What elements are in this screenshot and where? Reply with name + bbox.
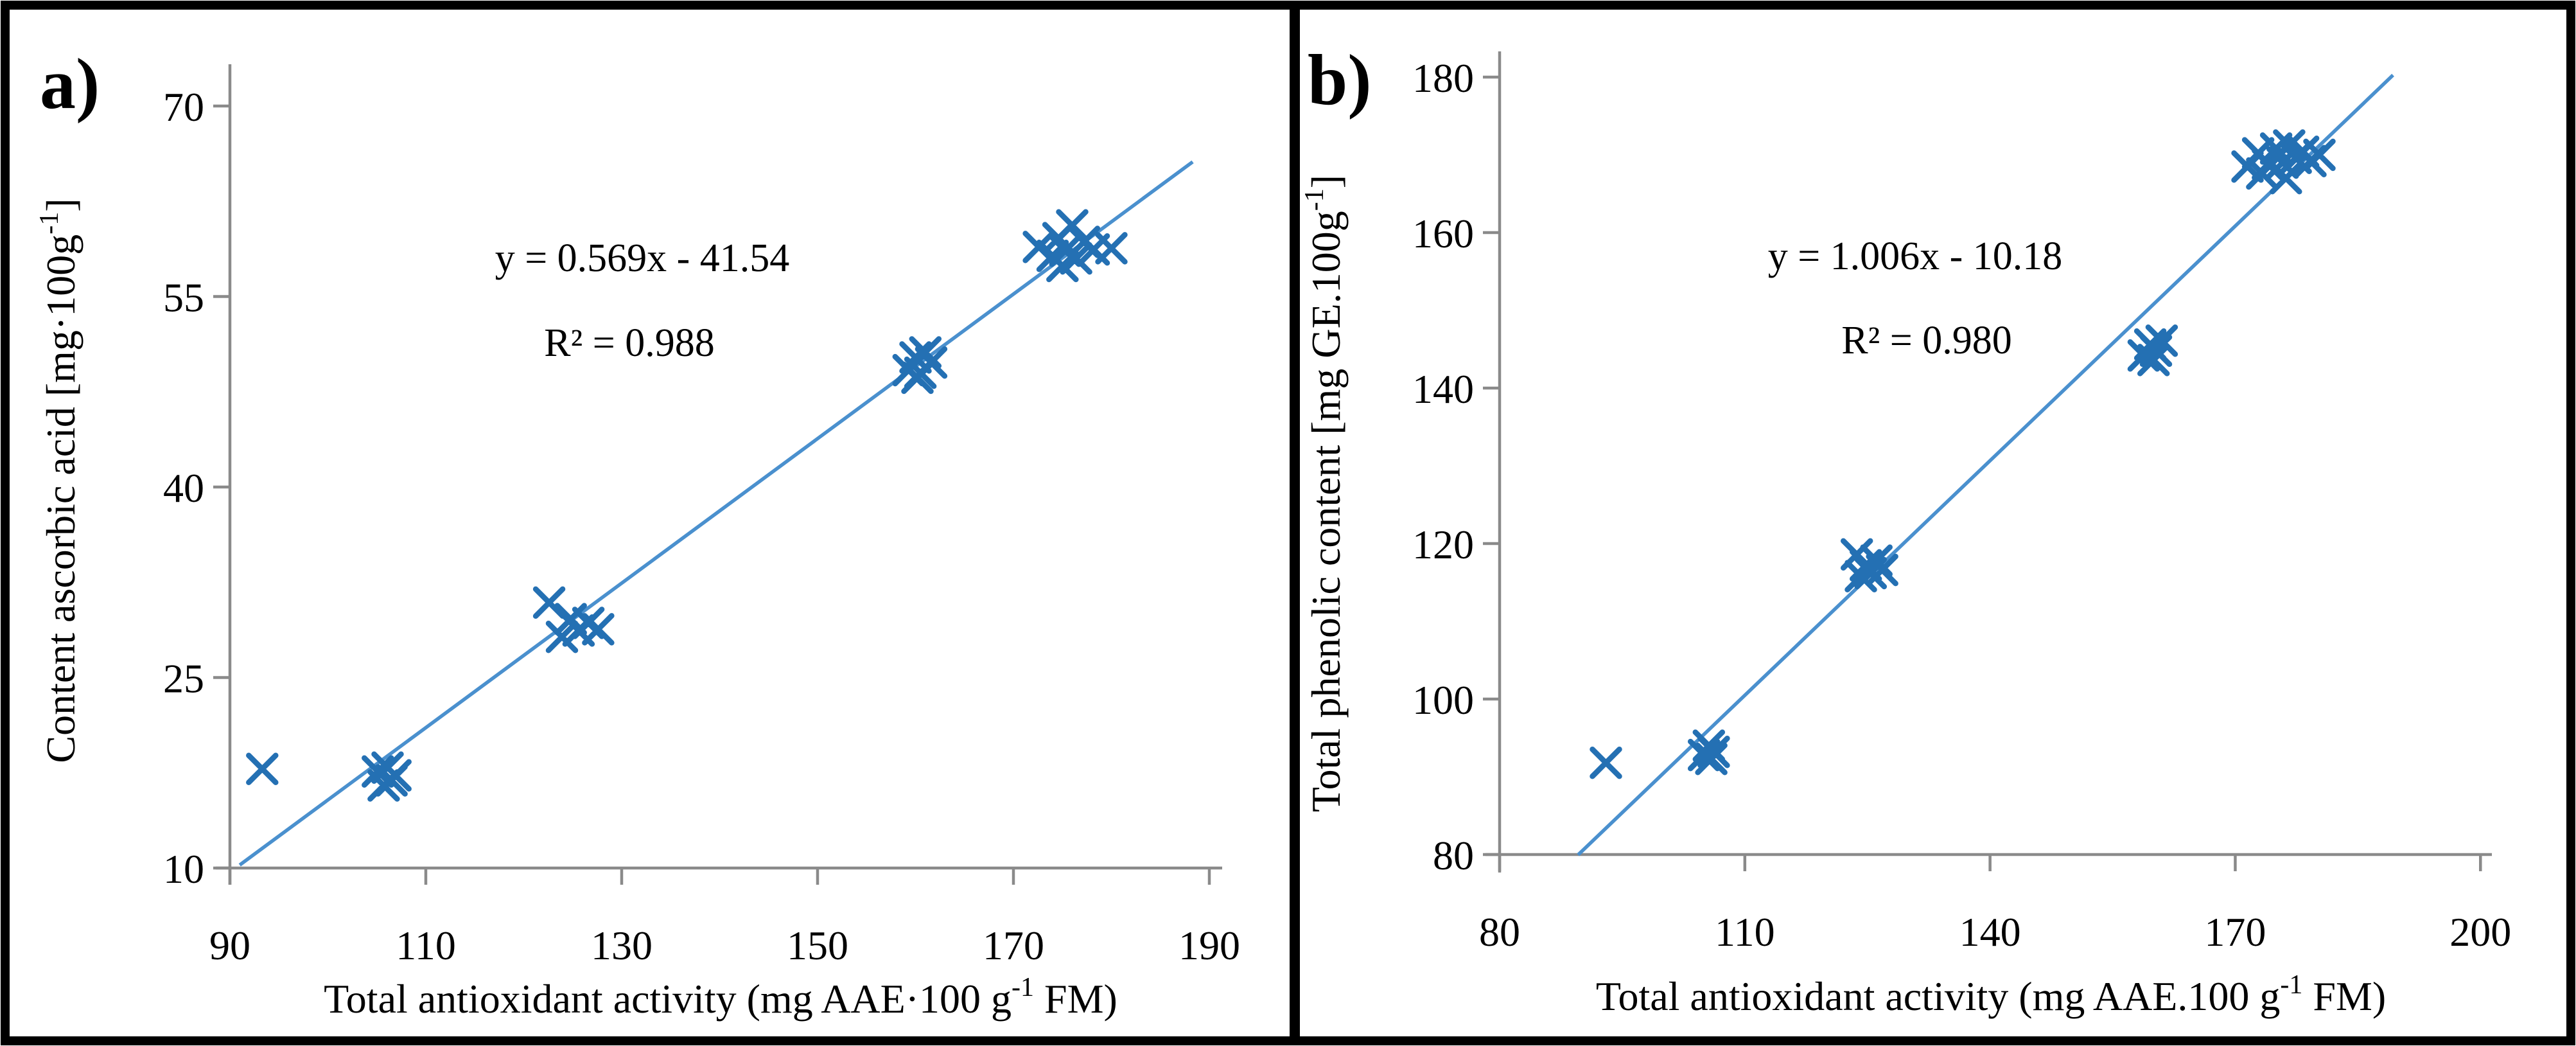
panel-b-scatter-markers xyxy=(1590,129,2336,779)
panel-a-scatter-markers xyxy=(246,209,1128,802)
panel-a-r-squared: R² = 0.988 xyxy=(544,321,714,365)
panel-b-x-title-end: FM) xyxy=(2302,973,2386,1019)
panel-a-x-title-main: Total antioxidant activity (mg AAE·100 g xyxy=(324,976,1012,1022)
panel-a-x-tick-label: 190 xyxy=(1178,923,1240,968)
panel-a-plot-area: 90 110 130 150 170 190 10 25 40 55 70 xyxy=(163,64,1240,968)
panel-a-y-title-sup: -1 xyxy=(35,212,64,235)
panel-a-y-tick-label: 70 xyxy=(163,84,204,130)
panel-b-x-tick-label: 80 xyxy=(1479,909,1520,955)
panel-a-y-title-main: Content ascorbic acid [mg·100g xyxy=(38,235,83,763)
panel-a-x-tick-label: 110 xyxy=(396,923,456,968)
panel-a-y-tick-label: 25 xyxy=(163,655,204,701)
panel-b-r-squared: R² = 0.980 xyxy=(1841,319,2011,362)
panel-a-x-title-end: FM) xyxy=(1034,976,1117,1022)
panel-b-y-tick-label: 100 xyxy=(1412,677,1474,723)
panel-b-x-axis-title: Total antioxidant activity (mg AAE.100 g… xyxy=(1596,970,2386,1019)
panel-a-y-tick-label: 55 xyxy=(163,274,204,320)
panel-b-x-tick-label: 110 xyxy=(1715,909,1775,955)
panel-b-y-axis-title: Total phenolic content [mg GE.100g-1] xyxy=(1300,175,1349,812)
panel-b: b) y = 1.006x - 10.18 R² = 0.980 Total a… xyxy=(1300,40,2511,1019)
panel-b-x-tick-label: 140 xyxy=(1959,909,2021,955)
panel-b-x-title-main: Total antioxidant activity (mg AAE.100 g xyxy=(1596,973,2281,1019)
panel-a-letter: a) xyxy=(40,44,100,124)
panel-b-equation: y = 1.006x - 10.18 xyxy=(1768,235,2063,278)
panel-a-trendline xyxy=(238,160,1194,867)
panel-a-y-axis-title: Content ascorbic acid [mg·100g-1] xyxy=(35,198,83,763)
panel-a-x-tick-label: 150 xyxy=(787,923,848,968)
panel-b-y-tick-label: 180 xyxy=(1412,55,1474,101)
panel-b-y-title-sup: -1 xyxy=(1300,188,1329,211)
panel-b-trendline xyxy=(1577,73,2394,856)
panel-b-y-tick-label: 80 xyxy=(1433,833,1474,878)
panel-a-x-title-sup: -1 xyxy=(1012,973,1034,1002)
panel-b-x-tick-label: 170 xyxy=(2204,909,2266,955)
panel-a-y-tick-label: 10 xyxy=(163,846,204,892)
panel-b-y-title-end: ] xyxy=(1303,175,1349,188)
panel-a-x-tick-label: 130 xyxy=(591,923,653,968)
panel-a-x-axis-title: Total antioxidant activity (mg AAE·100 g… xyxy=(324,973,1117,1022)
panel-a-x-tick-label: 90 xyxy=(209,923,250,968)
panel-a-y-tick-label: 40 xyxy=(163,465,204,511)
panel-b-x-tick-label: 200 xyxy=(2449,909,2511,955)
panel-b-letter: b) xyxy=(1308,40,1372,120)
panel-b-y-tick-label: 120 xyxy=(1412,522,1474,567)
panel-b-y-tick-label: 160 xyxy=(1412,211,1474,256)
panel-a-equation: y = 0.569x - 41.54 xyxy=(495,236,790,280)
panel-b-x-title-sup: -1 xyxy=(2280,970,2302,1000)
panel-b-plot-area: 80 110 140 170 200 80 100 120 140 160 180 xyxy=(1412,51,2511,955)
panel-a: a) y = 0.569x - 41.54 R² = 0.988 Total a… xyxy=(35,44,1240,1022)
panel-a-y-title-end: ] xyxy=(38,198,83,211)
panel-a-x-tick-label: 170 xyxy=(983,923,1044,968)
panel-b-y-tick-label: 140 xyxy=(1412,366,1474,412)
panel-b-y-title-main: Total phenolic content [mg GE.100g xyxy=(1303,211,1349,812)
